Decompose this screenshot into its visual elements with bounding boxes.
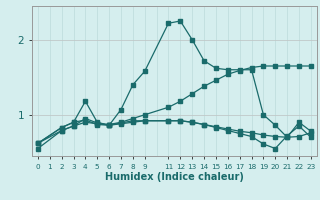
X-axis label: Humidex (Indice chaleur): Humidex (Indice chaleur) (105, 172, 244, 182)
